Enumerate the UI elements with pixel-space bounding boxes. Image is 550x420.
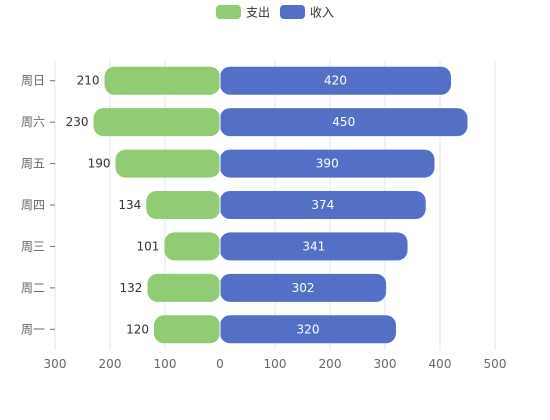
- x-tick-label: 100: [264, 357, 287, 371]
- y-axis: 周一 周二 周三 周四 周五 周六 周日: [21, 60, 221, 350]
- bar-expense[interactable]: [147, 273, 220, 302]
- value-label: 302: [292, 281, 315, 295]
- x-tick-label: 200: [99, 357, 122, 371]
- value-label: 230: [66, 115, 89, 129]
- y-category-label: 周日: [21, 74, 45, 88]
- bar-expense[interactable]: [93, 108, 221, 137]
- value-label: 341: [302, 239, 325, 253]
- y-category-label: 周三: [21, 239, 45, 253]
- y-category-label: 周四: [21, 198, 45, 212]
- value-label: 190: [88, 157, 111, 171]
- y-category-label: 周二: [21, 281, 45, 295]
- y-category-label: 周五: [21, 157, 45, 171]
- legend-item[interactable]: 收入: [280, 5, 334, 20]
- bar-expense[interactable]: [164, 232, 220, 261]
- x-tick-label: 300: [374, 357, 397, 371]
- bar-expense[interactable]: [154, 315, 220, 344]
- x-tick-label: 0: [216, 357, 224, 371]
- legend-label: 收入: [310, 6, 334, 20]
- value-label: 390: [316, 157, 339, 171]
- legend-item[interactable]: 支出: [216, 5, 270, 20]
- bar-income[interactable]: [220, 149, 435, 178]
- value-label: 374: [311, 198, 334, 212]
- value-label: 420: [324, 74, 347, 88]
- legend: 支出 收入: [216, 5, 334, 20]
- x-tick-label: 400: [429, 357, 452, 371]
- x-tick-label: 300: [44, 357, 67, 371]
- x-axis: 300 200 100 0 100 200 300 400 500: [44, 357, 507, 371]
- value-label: 101: [137, 239, 160, 253]
- bar-income[interactable]: [220, 315, 396, 344]
- legend-label: 支出: [246, 6, 270, 20]
- bar-income[interactable]: [220, 273, 387, 302]
- value-labels: 120 132 101 134 190 230 210 320 302 341 374 390 450 4…: [66, 74, 356, 337]
- legend-swatch: [216, 5, 241, 19]
- value-label: 120: [126, 322, 149, 336]
- value-label: 132: [119, 281, 142, 295]
- bars: [93, 66, 468, 344]
- x-tick-label: 500: [484, 357, 507, 371]
- bar-expense[interactable]: [115, 149, 221, 178]
- value-label: 134: [118, 198, 141, 212]
- x-tick-label: 200: [319, 357, 342, 371]
- value-label: 450: [332, 115, 355, 129]
- bar-income[interactable]: [220, 66, 451, 95]
- bar-income[interactable]: [220, 108, 468, 137]
- value-label: 210: [77, 74, 100, 88]
- x-tick-label: 100: [154, 357, 177, 371]
- bar-expense[interactable]: [146, 191, 220, 219]
- bar-expense[interactable]: [104, 66, 221, 95]
- y-category-label: 周一: [21, 322, 45, 336]
- value-label: 320: [297, 322, 320, 336]
- legend-swatch: [280, 5, 305, 19]
- y-category-label: 周六: [21, 115, 45, 129]
- bar-income[interactable]: [220, 232, 408, 261]
- bar-income[interactable]: [220, 191, 426, 219]
